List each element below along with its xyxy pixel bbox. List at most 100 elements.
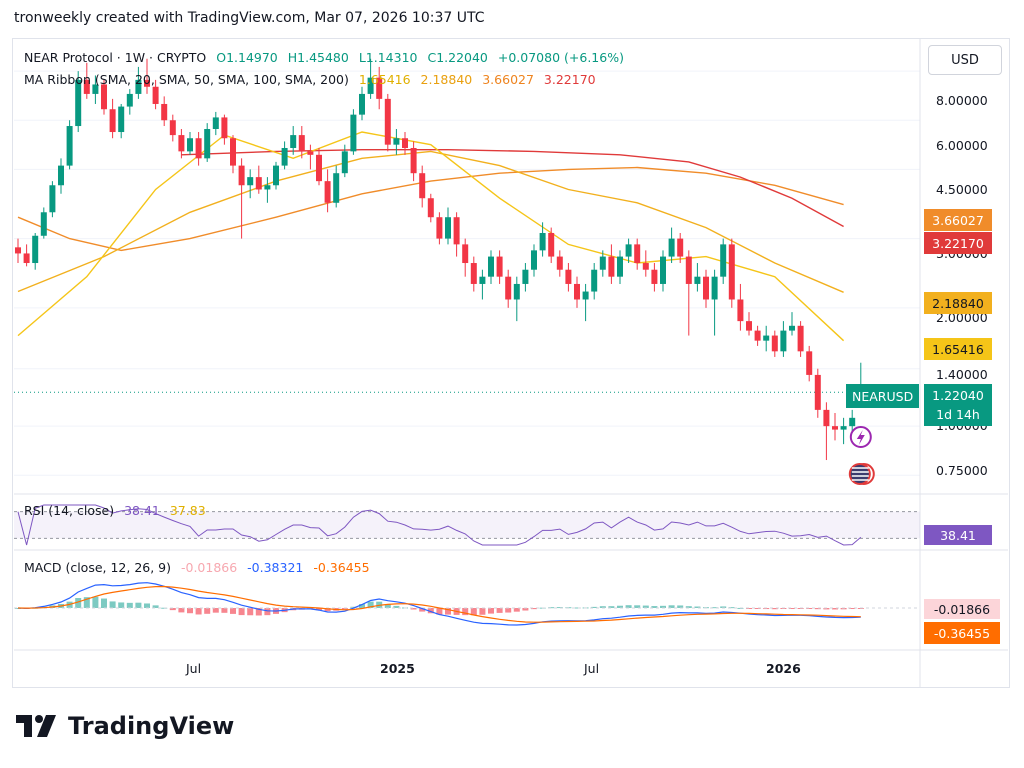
- symbol-title: NEAR Protocol · 1W · CRYPTO: [24, 50, 207, 65]
- ma-ribbon-legend: MA Ribbon (SMA, 20, SMA, 50, SMA, 100, S…: [24, 72, 602, 87]
- last-price-value: 1.22040: [932, 388, 984, 403]
- candle-body: [789, 325, 795, 331]
- macd-hist-bar: [178, 608, 185, 613]
- macd-hist-bar: [556, 607, 563, 609]
- macd-hist-bar: [83, 597, 90, 608]
- macd-hist-bar: [677, 605, 684, 608]
- macd-hist-bar: [247, 608, 254, 616]
- macd-hist-bar: [470, 608, 477, 616]
- rsi-band: [14, 511, 920, 539]
- macd-hist-bar: [169, 608, 176, 611]
- candle-body: [746, 321, 752, 331]
- x-tick-label: Jul: [186, 661, 202, 676]
- us-flag-icon: [848, 463, 871, 485]
- candle-body: [187, 138, 193, 152]
- candle-body: [393, 138, 400, 145]
- rsi-value: 38.41: [124, 503, 160, 518]
- macd-hist-bar: [367, 601, 374, 608]
- candle-body: [711, 276, 718, 300]
- macd-hist-bar: [341, 608, 348, 610]
- candle-body: [763, 335, 770, 341]
- macd-hist-bar: [513, 608, 520, 612]
- macd-hist-bar: [75, 598, 82, 608]
- macd-hist-bar: [728, 607, 735, 609]
- macd-hist-bar: [221, 608, 228, 613]
- sma100-line: [17, 166, 844, 252]
- y-tick-label: 6.00000: [936, 138, 988, 153]
- macd-hist-bar: [789, 608, 795, 609]
- sma100-value: 3.66027: [482, 72, 534, 87]
- candle-body: [402, 138, 408, 148]
- macd-hist-tag: -0.01866: [924, 599, 1000, 619]
- candle-body: [221, 117, 228, 139]
- candle-body: [470, 263, 477, 284]
- candle-body: [144, 79, 150, 87]
- candle-body: [109, 109, 116, 133]
- macd-hist-bar: [806, 608, 813, 609]
- sma20-line: [17, 131, 845, 342]
- candle-body: [806, 351, 813, 375]
- lightning-icon: [856, 430, 865, 445]
- candle-body: [849, 417, 856, 427]
- macd-hist-bar: [505, 608, 512, 613]
- sma50-line: [17, 150, 844, 293]
- candle-body: [341, 151, 348, 174]
- sma20-price-tag: 1.65416: [924, 338, 992, 360]
- macd-hist-bar: [625, 605, 632, 608]
- macd-hist-bar: [126, 602, 133, 608]
- candle-body: [642, 263, 649, 270]
- candle-body: [83, 79, 90, 94]
- candle-body: [32, 235, 39, 264]
- tradingview-logo[interactable]: TradingView: [16, 712, 234, 740]
- macd-line-value: -0.38321: [247, 560, 304, 575]
- rsi-title: RSI (14, close): [24, 503, 115, 518]
- candle-body: [23, 253, 30, 264]
- macd-hist-bar: [849, 608, 856, 609]
- rsi-ma-value: 37.83: [169, 503, 206, 518]
- macd-hist-bar: [324, 608, 331, 612]
- macd-hist-bar: [255, 608, 262, 616]
- currency-button[interactable]: USD: [928, 45, 1002, 75]
- rsi-legend: RSI (14, close) 38.41 37.83: [24, 503, 212, 518]
- candle-body: [273, 165, 279, 186]
- macd-line: [17, 582, 861, 626]
- candle-body: [445, 217, 451, 239]
- macd-hist-bar: [814, 608, 821, 610]
- macd-hist-bar: [204, 608, 211, 614]
- last-price-box: 1.22040 1d 14h: [924, 384, 992, 426]
- candle-body: [75, 79, 82, 127]
- candle-body: [488, 256, 494, 277]
- macd-hist-bar: [479, 608, 486, 615]
- macd-hist-bar: [109, 601, 116, 608]
- macd-hist-bar: [92, 596, 99, 608]
- rsi-tag: 38.41: [924, 525, 992, 545]
- candle-body: [694, 276, 701, 284]
- macd-hist-bar: [462, 608, 469, 616]
- macd-hist-bar: [685, 606, 692, 608]
- macd-hist-bar: [393, 605, 400, 608]
- sma100-price-tag: 3.66027: [924, 209, 992, 231]
- macd-hist-bar: [548, 607, 555, 609]
- macd-hist-bar: [823, 608, 830, 610]
- macd-hist-bar: [617, 605, 623, 608]
- macd-hist-bar: [359, 604, 365, 608]
- macd-hist-bar: [694, 606, 701, 608]
- macd-hist-bar: [238, 608, 245, 616]
- macd-hist-bar: [316, 608, 322, 611]
- candle-body: [513, 283, 520, 300]
- candle-body: [574, 283, 580, 300]
- candle-body: [539, 232, 546, 251]
- candle-body: [522, 269, 529, 284]
- macd-hist-bar: [187, 608, 193, 614]
- candle-body: [178, 135, 185, 152]
- macd-hist-bar: [660, 605, 666, 608]
- macd-hist-bar: [230, 608, 236, 614]
- candle-body: [58, 165, 64, 186]
- candle-body: [814, 374, 821, 410]
- candle-body: [737, 299, 744, 322]
- sma200-price-tag: 3.22170: [924, 232, 992, 254]
- candle-body: [195, 138, 202, 159]
- candle-body: [651, 269, 658, 284]
- candle-body: [49, 185, 56, 213]
